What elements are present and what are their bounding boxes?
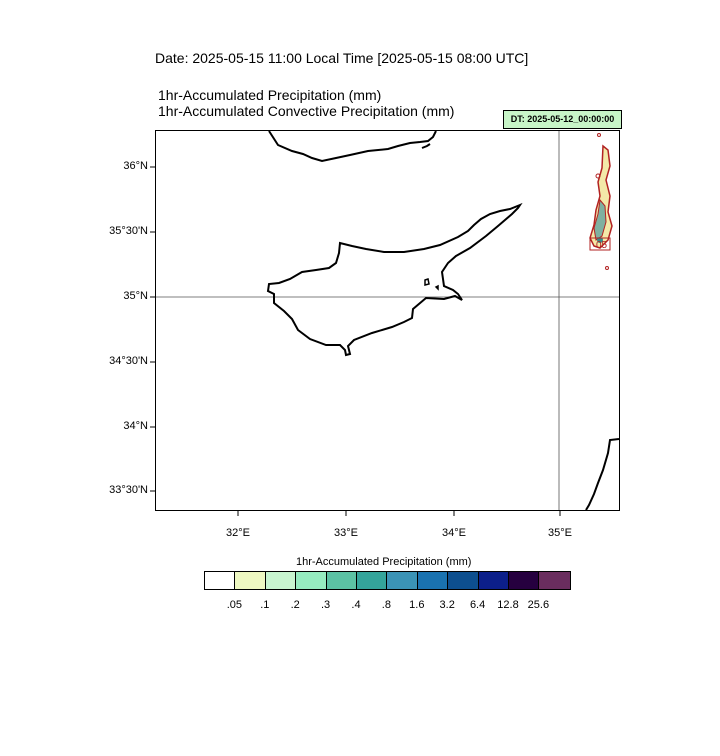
- small-island-2: [434, 284, 439, 291]
- colorbar-swatch: [387, 572, 418, 589]
- colorbar-label: 6.4: [469, 599, 486, 611]
- colorbar-swatch: [478, 572, 509, 589]
- colorbar-swatch: [539, 572, 570, 589]
- title-convective-precipitation: 1hr-Accumulated Convective Precipitation…: [158, 103, 455, 119]
- colorbar-title: 1hr-Accumulated Precipitation (mm): [296, 556, 472, 568]
- colorbar-swatch: [508, 572, 540, 589]
- colorbar-label: 3.2: [439, 599, 455, 611]
- map-frame: [155, 130, 620, 511]
- lon-label-35e: 35°E: [548, 527, 572, 539]
- lat-label-33-30n: 33°30'N: [109, 484, 148, 496]
- turkey-coast-bit: [421, 143, 431, 149]
- colorbar-swatch: [205, 572, 236, 589]
- lat-label-34n: 34°N: [123, 420, 148, 432]
- title-precipitation: 1hr-Accumulated Precipitation (mm): [158, 87, 382, 103]
- lon-label-34e: 34°E: [442, 527, 466, 539]
- lat-label-35n: 35°N: [123, 290, 148, 302]
- levant-coastline: [585, 438, 620, 511]
- colorbar: [204, 571, 571, 590]
- lat-label-35-30n: 35°30'N: [109, 225, 148, 237]
- lat-label-34-30n: 34°30'N: [109, 355, 148, 367]
- colorbar-label: .3: [321, 599, 331, 611]
- colorbar-label: .2: [290, 599, 300, 611]
- date-line: Date: 2025-05-15 11:00 Local Time [2025-…: [155, 50, 529, 66]
- cyprus-coastline: [266, 202, 523, 357]
- lon-label-33e: 33°E: [334, 527, 358, 539]
- colorbar-swatch: [448, 572, 479, 589]
- colorbar-swatch: [265, 572, 297, 589]
- axis-ticks: [150, 166, 561, 516]
- small-island: [424, 278, 430, 286]
- lon-label-32e: 32°E: [226, 527, 250, 539]
- colorbar-swatch: [356, 572, 388, 589]
- colorbar-label: .1: [260, 599, 270, 611]
- colorbar-label: 25.6: [527, 599, 550, 611]
- colorbar-swatch: [326, 572, 357, 589]
- contour-label-box: [589, 237, 611, 251]
- colorbar-label: .05: [226, 599, 243, 611]
- colorbar-swatch: [296, 572, 327, 589]
- colorbar-swatch: [235, 572, 266, 589]
- colorbar-label: 12.8: [497, 599, 519, 611]
- turkey-coastline: [268, 130, 437, 163]
- colorbar-label: .4: [351, 599, 361, 611]
- contour-label: 05: [596, 240, 608, 251]
- colorbar-swatch: [417, 572, 449, 589]
- dt-badge: DT: 2025-05-12_00:00:00: [503, 110, 622, 129]
- colorbar-label: .8: [381, 599, 391, 611]
- colorbar-label: 1.6: [409, 599, 425, 611]
- precip-area: [589, 133, 613, 270]
- lat-label-36n: 36°N: [123, 160, 148, 172]
